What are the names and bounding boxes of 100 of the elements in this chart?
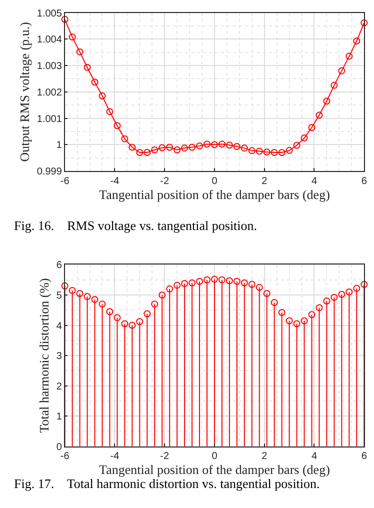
point (286, 317, 293, 324)
y-tick-label: 4 (56, 320, 62, 332)
point (91, 78, 98, 86)
x-tick-label: -2 (160, 176, 170, 187)
x-tick-label: 0 (212, 176, 218, 187)
x-tick-label: 2 (262, 451, 268, 462)
point (128, 144, 136, 151)
point (346, 288, 353, 296)
point (210, 141, 218, 148)
point (300, 317, 308, 324)
point (181, 280, 188, 287)
y-tick-label: 6 (56, 260, 62, 272)
point (84, 64, 91, 71)
y-axis-title: Output RMS voltage (p.u.) (16, 22, 32, 162)
x-tick-label: 2 (262, 176, 268, 187)
point (166, 144, 174, 151)
point (144, 310, 151, 318)
x-axis-title: Tangential position of the damper bars (deg) (99, 462, 330, 478)
point (323, 298, 330, 305)
x-tick-label: 6 (361, 451, 368, 462)
point (114, 314, 121, 322)
y-tick-label: 1.004 (36, 34, 62, 46)
point (330, 82, 338, 89)
point (256, 148, 263, 155)
point (76, 290, 84, 297)
point (270, 149, 278, 156)
point (61, 16, 68, 23)
point (144, 149, 151, 156)
point (151, 300, 158, 308)
point (248, 147, 256, 154)
x-tick-label: -4 (110, 176, 120, 187)
point (174, 282, 181, 289)
caption: Fig. 17. Total harmonic distortion vs. tangential position. (14, 476, 320, 491)
point (158, 291, 166, 298)
point (68, 286, 76, 294)
point (151, 146, 158, 154)
point (136, 318, 144, 326)
point (61, 282, 68, 290)
y-tick-label: 0.999 (36, 166, 62, 178)
y-tick-label: 0 (56, 442, 62, 453)
point (188, 279, 196, 286)
point (233, 278, 240, 285)
x-tick-label: -4 (110, 451, 120, 462)
y-tick-label: 2 (56, 381, 62, 392)
point (204, 140, 210, 148)
point (308, 124, 316, 131)
point (226, 277, 233, 284)
x-tick-label: 4 (311, 176, 318, 187)
caption: Fig. 16. RMS voltage vs. tangential position. (14, 218, 258, 233)
point (76, 48, 84, 56)
point (106, 108, 114, 116)
point (233, 142, 240, 150)
y-axis-title: Total harmonic distortion (%) (36, 278, 52, 433)
point (188, 144, 196, 151)
point (286, 146, 293, 154)
point (218, 276, 226, 284)
point (278, 149, 286, 156)
point (204, 276, 210, 284)
point (338, 67, 346, 74)
point (308, 311, 316, 318)
point (121, 135, 128, 142)
point (181, 144, 188, 152)
point (240, 144, 248, 152)
point (98, 92, 106, 100)
point (91, 296, 98, 304)
point (166, 285, 174, 292)
point (210, 276, 218, 283)
x-tick-label: 6 (361, 176, 368, 187)
x-tick-label: -2 (160, 451, 170, 462)
point (158, 144, 166, 152)
point (240, 279, 248, 286)
point (293, 142, 300, 149)
x-tick-label: -6 (60, 451, 70, 462)
point (278, 309, 286, 316)
point (360, 280, 368, 288)
point (330, 294, 338, 301)
point (300, 134, 308, 142)
point (346, 52, 353, 60)
y-tick-label: 1.005 (36, 8, 62, 20)
point (218, 140, 226, 148)
point (68, 34, 76, 41)
point (128, 322, 136, 329)
point (316, 112, 323, 119)
point (121, 320, 128, 328)
point (263, 290, 270, 297)
point (136, 149, 144, 156)
y-tick-label: 1.002 (36, 87, 62, 98)
point (293, 320, 300, 328)
point (270, 299, 278, 306)
point (114, 122, 121, 130)
x-tick-label: 0 (212, 451, 218, 462)
y-tick-label: 1 (56, 140, 62, 152)
point (316, 304, 323, 312)
y-tick-label: 1.001 (36, 114, 62, 125)
x-axis-title: Tangential position of the damper bars (deg) (99, 186, 330, 202)
y-tick-label: 3 (56, 351, 62, 362)
point (256, 284, 263, 291)
point (174, 146, 181, 154)
point (353, 284, 360, 292)
point (196, 278, 204, 285)
